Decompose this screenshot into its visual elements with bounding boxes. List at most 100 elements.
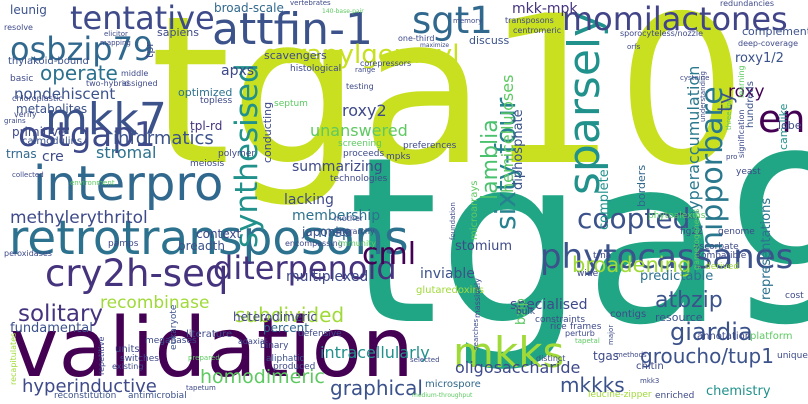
word-sporocyteless-nozzle: sporocyteless/nozzle xyxy=(620,29,704,38)
word-one-third: one-third xyxy=(398,34,435,43)
word-tpl-rd: tpl-rd xyxy=(190,119,223,133)
word-representations: representations xyxy=(759,197,774,300)
word-frames: frames xyxy=(570,322,602,332)
word-chloroplastic: chloroplastic xyxy=(12,94,63,103)
word-reconstitution: reconstitution xyxy=(54,391,117,401)
word-summarizing: summarizing xyxy=(292,159,383,175)
word-trna: trna xyxy=(593,251,612,261)
word-chitin: chitin xyxy=(636,361,664,372)
word-mkk-mpk: mkk-mpk xyxy=(512,1,578,17)
word-mkk3: mkk3 xyxy=(640,377,660,385)
word-literature: literature xyxy=(186,329,233,340)
word-microspore: microspore xyxy=(425,379,481,390)
word-primitive: primitive xyxy=(12,125,66,139)
word-operate: operate xyxy=(40,61,118,85)
word-ostgap1: ostgap1 xyxy=(18,115,156,155)
word-cysteine: cysteine xyxy=(680,74,710,82)
word-sgt1: sgt1 xyxy=(412,0,493,42)
word-hyperinductive: hyperinductive xyxy=(22,376,157,397)
word-histological: histological xyxy=(290,64,342,74)
word-coopted: coopted xyxy=(577,202,691,235)
word-osbzip79: osbzip79 xyxy=(10,30,154,68)
word-massively: massively xyxy=(473,278,482,318)
word-roxy2: roxy2 xyxy=(342,101,387,120)
word-tpr: tpr xyxy=(143,42,156,58)
word-diphosphate: diphosphate xyxy=(511,109,526,190)
word-proceeds: proceeds xyxy=(343,149,385,159)
word-rice: rice xyxy=(550,322,567,332)
word-inviable: inviable xyxy=(420,266,475,282)
word-metabolites: metabolites xyxy=(16,102,88,116)
word-middle: middle xyxy=(121,69,149,78)
word-gametogenesis: gametogenesis xyxy=(692,208,701,270)
word-interpro: interpro xyxy=(33,156,224,212)
word-predictable: predictable xyxy=(640,269,714,284)
word-constraints: constraints xyxy=(535,315,586,325)
word-produced: produced xyxy=(273,362,316,372)
word-apxs: apxs xyxy=(221,63,255,79)
word-tapetal: tapetal xyxy=(575,337,600,345)
word-mapping: mapping xyxy=(100,39,131,47)
word-mpks: mpks xyxy=(386,152,411,162)
word-140-base-pair: 140-base-pair xyxy=(322,8,364,15)
word-repetitive: repetitive xyxy=(97,336,106,375)
word-range: range xyxy=(355,66,376,74)
word-immunity: immunity xyxy=(338,239,377,248)
word-maximize: maximize xyxy=(420,42,450,49)
word-tentative: tentative xyxy=(70,0,215,37)
word-en: en xyxy=(758,97,806,141)
word-ascorbate: ascorbate xyxy=(694,242,739,252)
word-trnas: trnas xyxy=(6,147,37,161)
word-defensive: defensive xyxy=(298,329,342,339)
word-signification: signification xyxy=(737,109,746,158)
word-searches: searches xyxy=(472,318,480,350)
word-cry2h-seq: cry2h-seq xyxy=(45,252,229,295)
word-peroxidases: peroxidases xyxy=(4,249,52,258)
word-resolve: resolve xyxy=(4,23,33,32)
word-cre: cre xyxy=(42,149,64,165)
word-vertebrates: vertebrates xyxy=(290,0,331,7)
word-membership: membership xyxy=(292,208,381,224)
word-roxy: roxy xyxy=(728,82,765,102)
word-scavengers: scavengers xyxy=(264,49,327,62)
word-chemistry: chemistry xyxy=(706,384,771,399)
word-mkks: mkks xyxy=(453,328,565,377)
word-compatible: compatible xyxy=(696,251,747,261)
word-oligosaccharide: oligosaccharide xyxy=(455,358,581,377)
word-grains: grains xyxy=(4,117,26,125)
word-microarrays: microarrays xyxy=(469,180,480,240)
word-unique: unique xyxy=(777,351,808,361)
word-contigs: contigs xyxy=(610,309,647,320)
word-cost: cost xyxy=(785,291,804,301)
word-leucine-zipper: leucine-zipper xyxy=(588,390,652,400)
word-antimicrobial: antimicrobial xyxy=(128,391,187,401)
word-recombinase: recombinase xyxy=(100,293,210,313)
word-lacking: lacking xyxy=(284,192,334,208)
word-borders: borders xyxy=(635,164,648,207)
word-lobe: lobe xyxy=(778,119,802,132)
word-validation: validation xyxy=(10,301,414,396)
word-fig22: fig22 xyxy=(680,227,703,237)
word-adaxial: adaxial xyxy=(238,337,267,346)
word-selected: selected xyxy=(410,356,440,364)
word-corepressors: corepressors xyxy=(360,59,412,68)
word-orfs: orfs xyxy=(627,43,641,51)
word-methods: methods xyxy=(616,351,647,359)
word-pro: pro xyxy=(726,153,738,161)
word-mkkks: mkkks xyxy=(560,373,625,397)
word-enriched: enriched xyxy=(655,391,695,401)
word-distinct: distinct xyxy=(536,354,566,363)
word-mother: mother xyxy=(334,214,364,223)
word-momilactones: momilactones xyxy=(562,0,788,38)
word-screening: screening xyxy=(338,139,382,149)
word-redundancies: redundancies xyxy=(720,0,775,8)
word-tgas: tgas xyxy=(593,349,619,363)
word-perturb: perturb xyxy=(565,329,595,338)
word-thylakoid-bound: thylakoid-bound xyxy=(8,56,89,67)
word-hundreds: hundreds xyxy=(745,81,756,128)
word-collected: collected xyxy=(12,171,44,179)
word-polymer: polymer xyxy=(218,149,256,159)
word-tapetum: tapetum xyxy=(186,384,216,392)
word-heterodimeric: heterodimeric xyxy=(233,310,317,324)
word-existing: existing xyxy=(112,362,144,371)
